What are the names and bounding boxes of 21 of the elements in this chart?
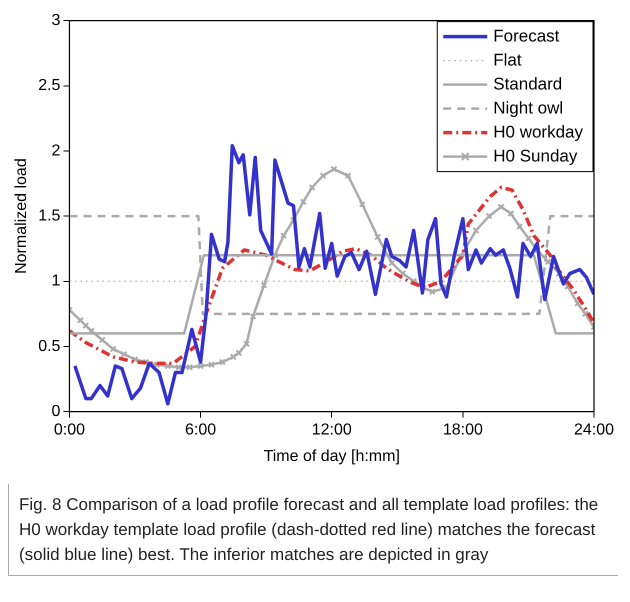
y-tick-label: 1 bbox=[52, 272, 61, 290]
y-tick-label: 0 bbox=[52, 403, 61, 420]
x-tick-label: 6:00 bbox=[185, 422, 216, 439]
x-axis-title: Time of day [h:mm] bbox=[264, 448, 400, 465]
y-tick-label: 0.5 bbox=[38, 338, 61, 355]
y-tick-label: 2 bbox=[52, 142, 61, 160]
x-tick-label: 0:00 bbox=[54, 422, 86, 439]
y-tick-label: 3 bbox=[52, 12, 61, 30]
x-tick-label: 12:00 bbox=[312, 422, 352, 439]
legend-label: Forecast bbox=[493, 26, 560, 46]
caption: Fig. 8 Comparison of a load profile forecast and all template load profiles: the H0 workday template load profile (dash-dotted red line) matches the forecast (solid blue line) best. The inferior matches are depicted in gray bbox=[8, 484, 618, 576]
legend-label: H0 workday bbox=[493, 122, 584, 142]
y-tick-label: 2.5 bbox=[38, 77, 61, 94]
legend-label: Standard bbox=[493, 74, 562, 94]
legend-label: Flat bbox=[493, 50, 522, 70]
y-axis-title: Normalized load bbox=[13, 158, 30, 274]
legend-label: Night owl bbox=[493, 98, 564, 118]
x-tick-label: 24:00 bbox=[574, 422, 614, 439]
x-tick-label: 18:00 bbox=[442, 422, 483, 439]
legend-label: H0 Sunday bbox=[493, 146, 578, 166]
y-tick-label: 1.5 bbox=[38, 208, 61, 225]
